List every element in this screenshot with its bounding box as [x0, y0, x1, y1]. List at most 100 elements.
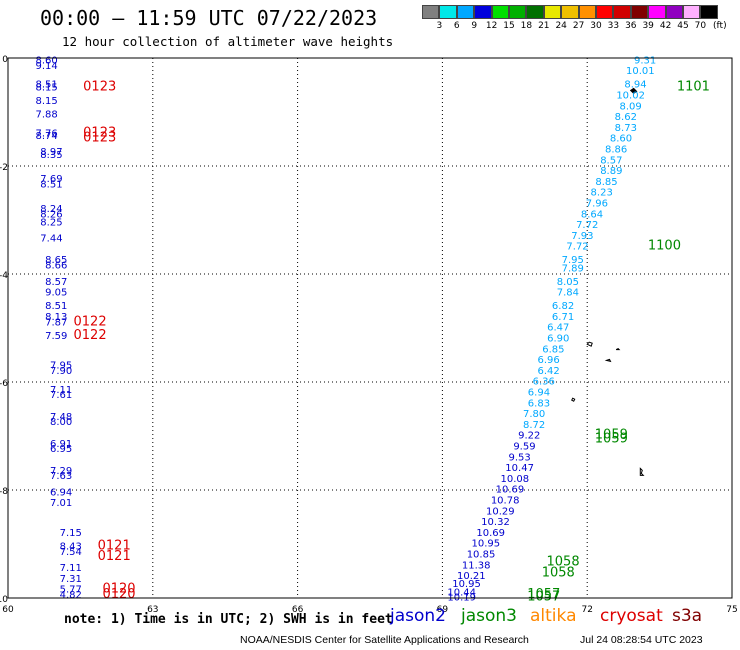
wave-height-point: 10.78	[491, 496, 520, 507]
wave-height-point: 7.89	[562, 263, 584, 274]
y-tick-label: -10	[0, 595, 8, 605]
wave-height-point: 8.15	[35, 82, 57, 93]
wave-height-point: 6.96	[537, 355, 559, 366]
x-tick-label: 60	[2, 605, 14, 615]
wave-height-point: 10.08	[500, 474, 529, 485]
wave-height-point: 7.72	[576, 220, 598, 231]
wave-height-point: 6.47	[547, 323, 569, 334]
wave-height-point: 7.11	[60, 563, 82, 574]
wave-height-point: 6.82	[552, 301, 574, 312]
wave-height-point: 6.95	[50, 444, 72, 455]
wave-height-point: 10.02	[616, 91, 645, 102]
colorbar-label: 39	[642, 21, 654, 31]
pass-time-label: 1101	[677, 79, 710, 94]
wave-height-point: 10.85	[467, 550, 496, 561]
wave-height-point: 10.95	[452, 579, 481, 590]
pass-time-label: 0121	[98, 538, 131, 553]
wave-height-point: 7.88	[35, 109, 57, 120]
colorbar-swatch	[596, 5, 614, 19]
colorbar-swatch	[543, 5, 562, 19]
wave-height-point: 8.05	[557, 277, 579, 288]
wave-height-point: 8.15	[35, 96, 57, 107]
wave-height-point: 8.86	[605, 145, 627, 156]
pass-time-label: 0123	[83, 79, 116, 94]
chart-subtitle: 12 hour collection of altimeter wave hei…	[62, 34, 394, 49]
wave-height-point: 8.60	[35, 55, 57, 66]
wave-height-point: 7.44	[40, 234, 62, 245]
pass-time-label: 0123	[83, 131, 116, 146]
wave-height-point: 6.91	[50, 439, 72, 450]
wave-height-point: 8.85	[595, 177, 617, 188]
colorbar-label: 24	[555, 21, 567, 31]
wave-height-point: 7.84	[557, 288, 579, 299]
wave-height-point: 8.89	[600, 166, 622, 177]
wave-height-point: 10.69	[496, 485, 525, 496]
wave-height-point: 10.32	[481, 517, 510, 528]
wave-height-point: 8.13	[45, 312, 67, 323]
satellite-legend-cryosat: cryosat	[600, 606, 663, 626]
wave-height-point: 7.96	[586, 199, 608, 210]
pass-time-label: 1059	[595, 428, 628, 443]
colorbar-swatch	[613, 5, 631, 19]
colorbar-label: 33	[607, 21, 620, 31]
wave-height-point: 8.94	[624, 80, 646, 91]
wave-height-point: 7.95	[50, 361, 72, 372]
colorbar-label: 36	[625, 21, 637, 31]
wave-height-point: 8.62	[615, 112, 637, 123]
colorbar-label: 15	[503, 21, 515, 31]
colorbar-swatch	[561, 5, 579, 19]
wave-height-point: 9.14	[35, 61, 57, 72]
wave-height-point: 9.05	[45, 288, 67, 299]
wave-height-point: 10.44	[447, 587, 476, 598]
wave-height-point: 9.22	[518, 431, 540, 442]
pass-time-label: 0120	[102, 587, 135, 602]
wave-height-point: 8.73	[615, 123, 637, 134]
wave-height-point: 6.94	[528, 388, 550, 399]
colorbar-label: 70	[694, 21, 707, 31]
colorbar-swatch	[456, 5, 475, 19]
wave-height-point: 8.51	[45, 301, 67, 312]
wave-height-point: 8.57	[600, 155, 622, 166]
y-tick-label: -4	[0, 271, 8, 281]
wave-height-point: 8.24	[40, 204, 62, 215]
colorbar-label: 18	[520, 21, 533, 31]
wave-height-point: 10.01	[626, 66, 655, 77]
wave-height-point: 7.90	[50, 366, 72, 377]
colorbar-swatch	[648, 5, 666, 19]
pass-time-label: 1059	[595, 431, 628, 446]
x-tick-label: 63	[147, 605, 158, 615]
wave-height-point: 10.47	[505, 463, 534, 474]
colorbar-swatch	[439, 5, 457, 19]
y-tick-label: -2	[0, 163, 8, 173]
wave-height-point: 10.21	[457, 571, 486, 582]
wave-height-point: 7.80	[523, 409, 545, 420]
wave-height-point: 5.77	[60, 585, 82, 596]
satellite-legend-jason2: jason2	[390, 606, 446, 626]
x-tick-label: 75	[726, 605, 737, 615]
colorbar-label: 45	[677, 21, 689, 31]
wave-height-point: 8.25	[40, 217, 62, 228]
satellite-legend-jason3: jason3	[461, 606, 517, 626]
pass-time-label: 1058	[542, 565, 575, 580]
colorbar-swatch	[491, 5, 509, 19]
land-outline	[571, 397, 576, 402]
wave-height-point: 6.83	[528, 398, 550, 409]
wave-height-point: 7.95	[562, 255, 584, 266]
wave-height-point: 8.43	[60, 541, 82, 552]
wave-height-point: 8.23	[591, 188, 613, 199]
pass-time-label: 1100	[648, 239, 681, 254]
colorbar-label: 12	[485, 21, 498, 31]
colorbar-swatch	[630, 5, 649, 19]
wave-height-point: 7.11	[50, 385, 72, 396]
colorbar-label: 27	[572, 21, 585, 31]
colorbar-label: 9	[471, 21, 478, 31]
pass-time-label: 0123	[83, 125, 116, 140]
wave-height-point: 10.69	[476, 528, 505, 539]
wave-height-point: 6.36	[533, 377, 555, 388]
wave-height-point: 8.35	[40, 150, 62, 161]
x-tick-label: 69	[437, 605, 449, 615]
wave-height-point: 6.85	[542, 344, 564, 355]
wave-height-point: 7.15	[60, 528, 82, 539]
colorbar-unit: (ft)	[713, 21, 727, 31]
